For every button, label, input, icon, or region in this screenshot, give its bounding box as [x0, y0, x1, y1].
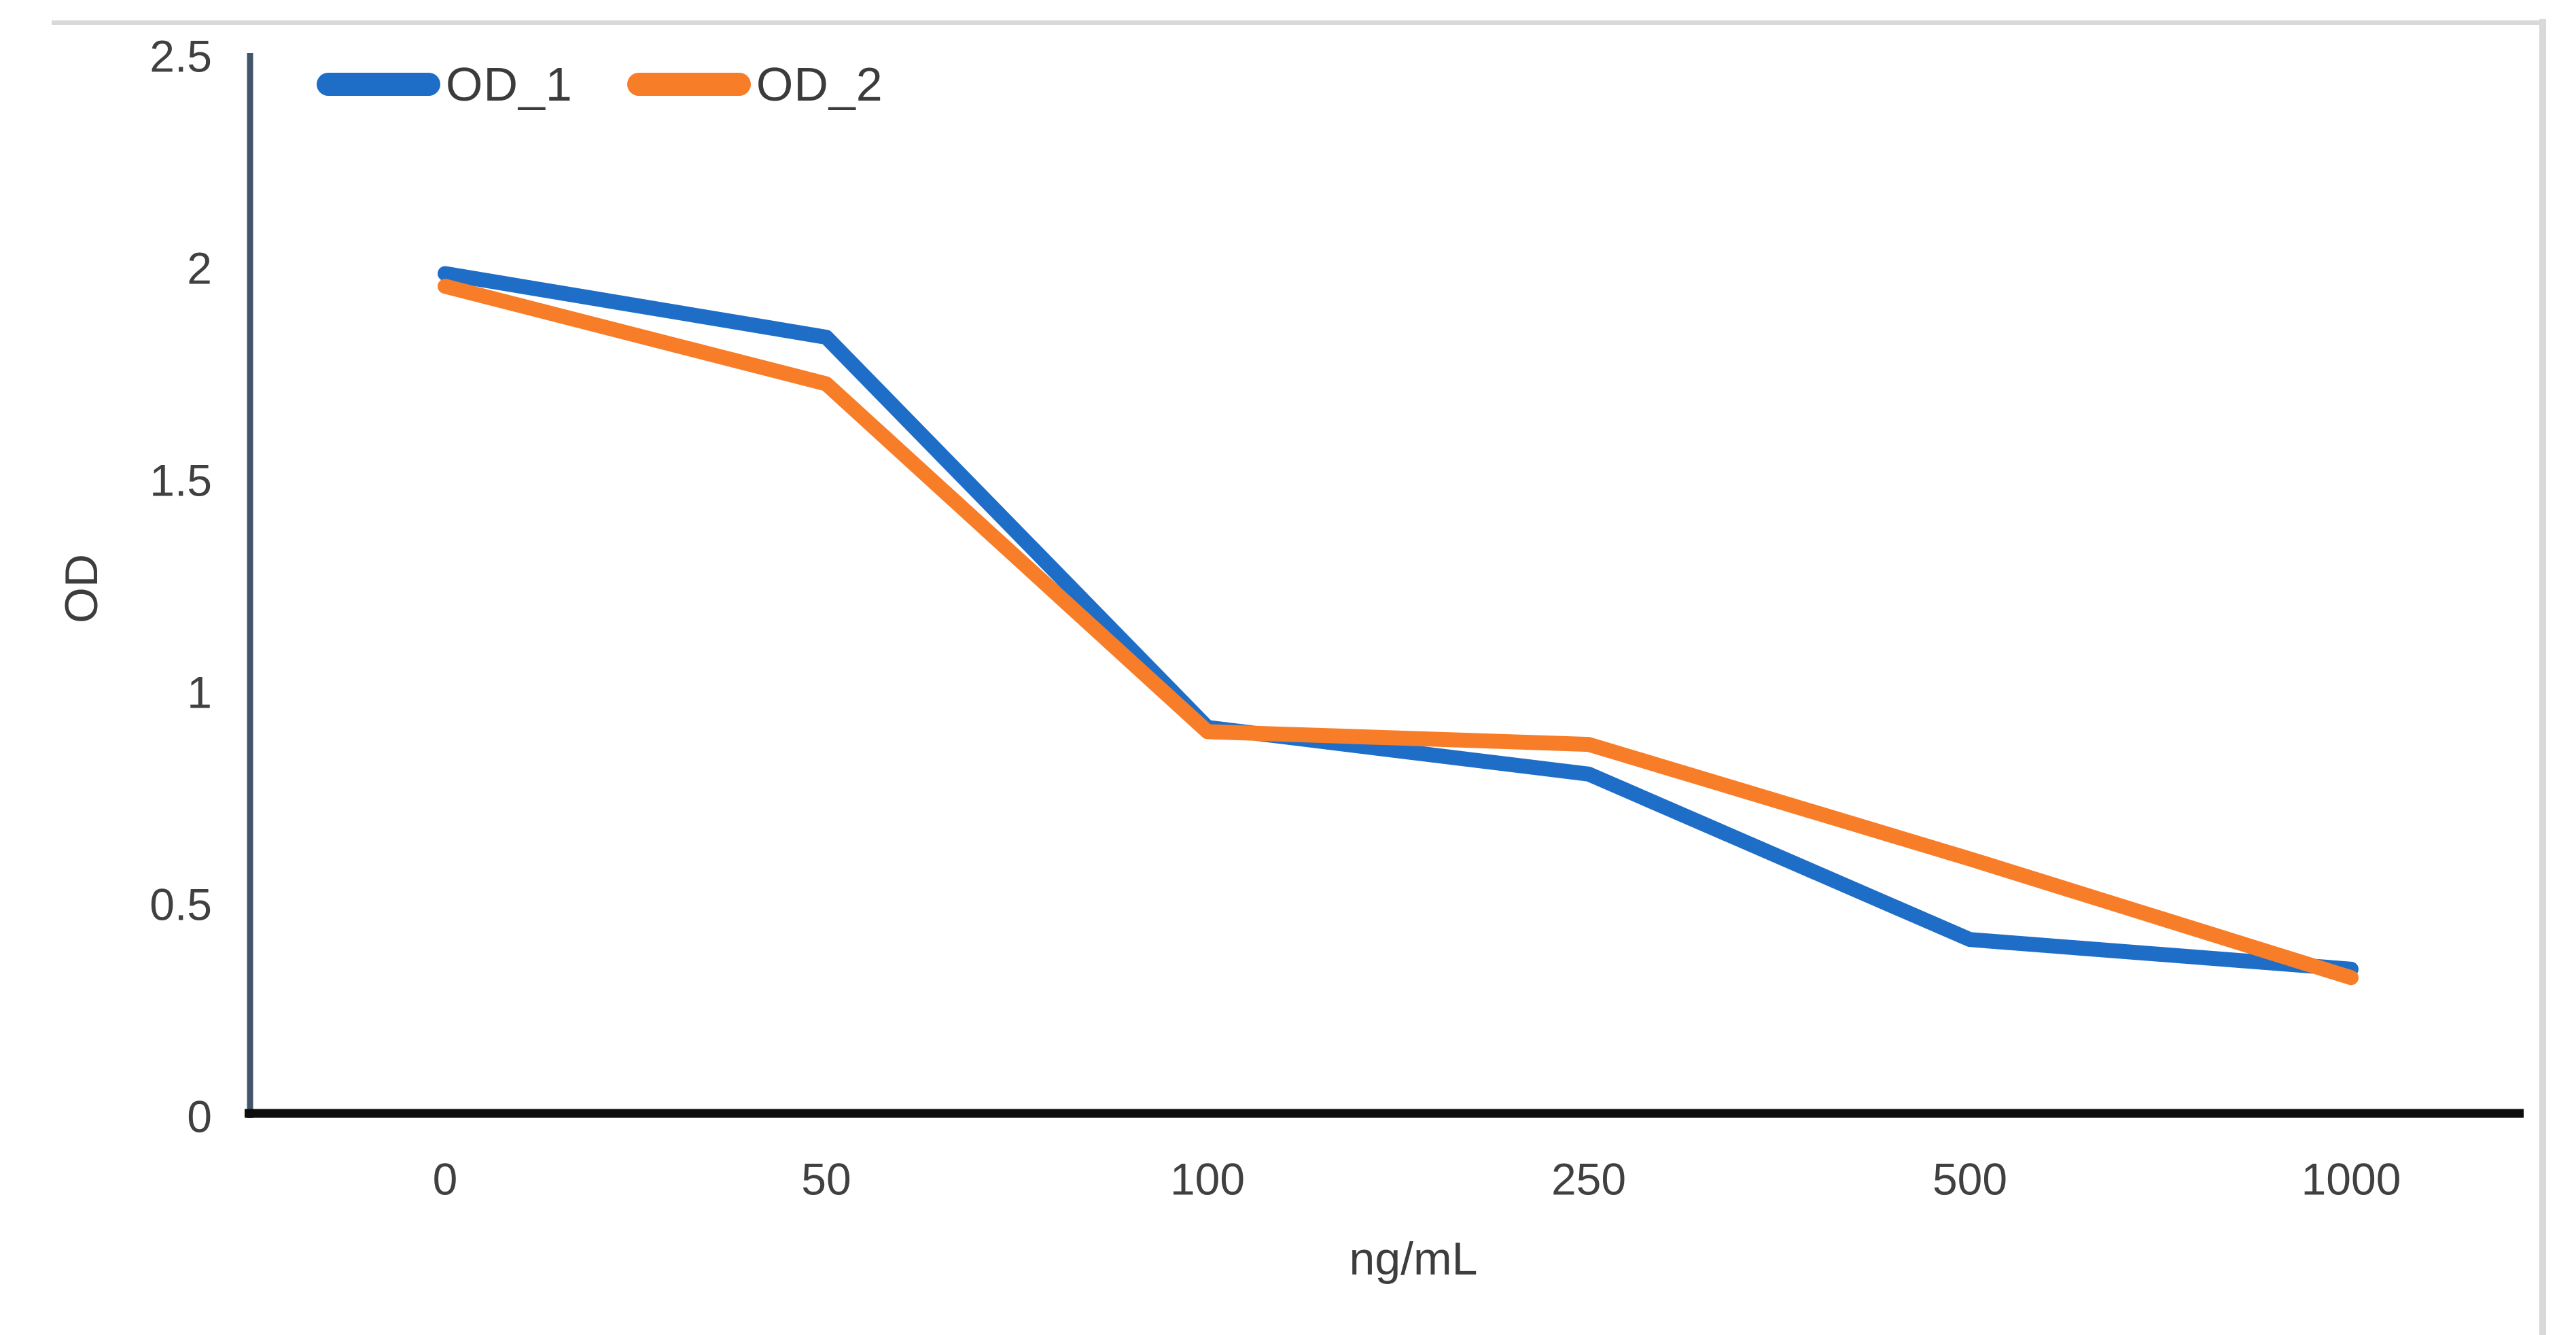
x-tick-label: 100 — [1170, 1154, 1245, 1204]
x-axis-title: ng/mL — [1349, 1233, 1478, 1285]
tick-labels: 0 0.5 1 1.5 2 2.5 0 50 100 250 500 1000 — [149, 31, 2401, 1204]
series-line-od_1 — [438, 266, 2359, 977]
x-tick-label: 500 — [1933, 1154, 2007, 1204]
axes — [245, 53, 2524, 1118]
y-tick-label: 1.5 — [149, 455, 212, 505]
screenshot-border-top — [52, 20, 2545, 25]
series-line-od_2 — [438, 279, 2359, 986]
screenshot-border-right — [2539, 19, 2546, 1335]
y-axis-title: OD — [56, 554, 107, 623]
od2-legend-label: OD_2 — [756, 58, 883, 111]
x-tick-label: 50 — [801, 1154, 851, 1204]
x-tick-label: 1000 — [2301, 1154, 2401, 1204]
legend-item-od2: OD_2 — [627, 57, 883, 111]
y-tick-label: 0.5 — [149, 879, 212, 929]
legend: OD_1 OD_2 — [317, 57, 883, 111]
x-tick-label: 0 — [433, 1154, 458, 1204]
data-series — [438, 266, 2359, 986]
y-tick-label: 1 — [187, 667, 212, 717]
legend-item-od1: OD_1 — [317, 57, 573, 111]
y-tick-label: 2 — [187, 243, 212, 293]
od1-legend-label: OD_1 — [446, 58, 573, 111]
od1-line-swatch — [317, 73, 440, 96]
y-tick-label: 2.5 — [149, 31, 212, 81]
y-tick-label: 0 — [187, 1091, 212, 1141]
x-tick-label: 250 — [1551, 1154, 1626, 1204]
od2-line-swatch — [627, 73, 751, 96]
